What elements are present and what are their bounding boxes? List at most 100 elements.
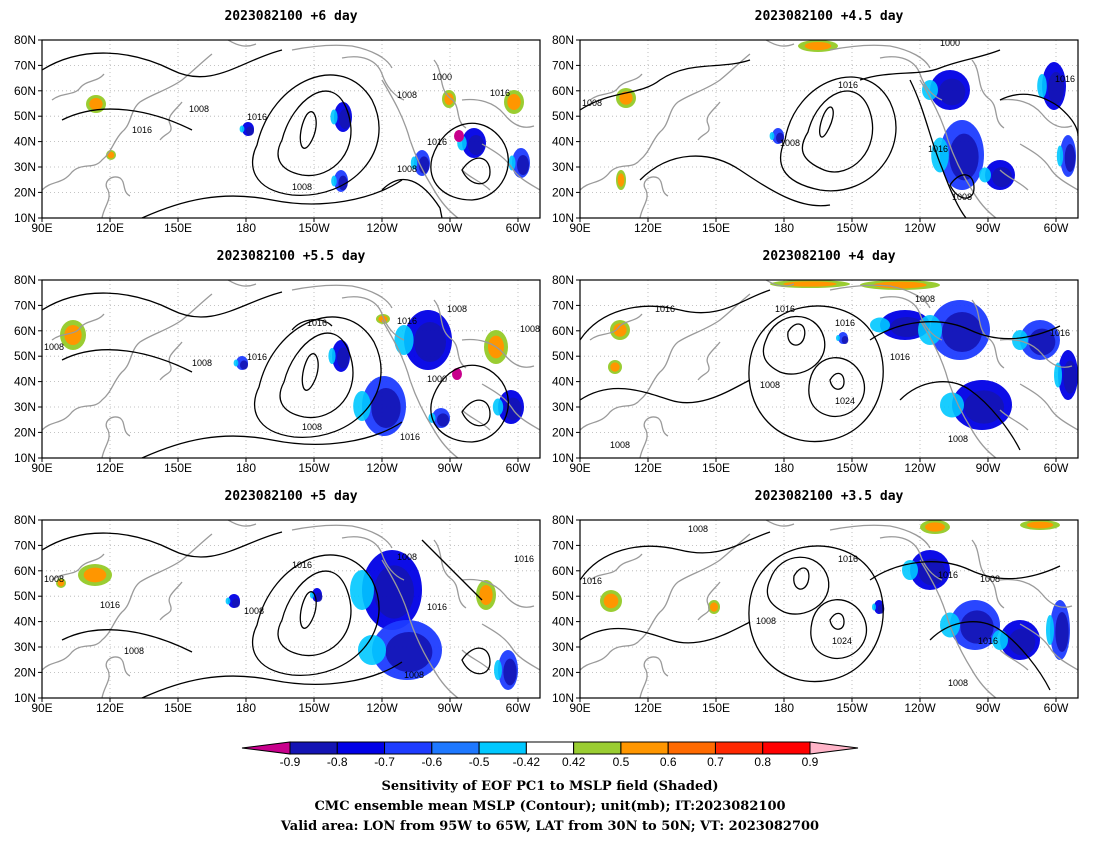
mslp-contour	[793, 567, 810, 590]
coastline	[227, 280, 257, 287]
panel-3.5-day: 2023082100 +3.5 day 1008 1016 1016 1008 1024…	[552, 489, 1079, 715]
coastline	[1019, 143, 1078, 191]
mslp-contour	[253, 316, 382, 438]
lat-tick-label: 40N	[14, 135, 36, 149]
lon-tick-label: 60W	[506, 461, 531, 475]
coastline	[461, 409, 491, 431]
colorbar-swatch	[431, 741, 480, 755]
coastline	[381, 319, 459, 458]
mslp-contour	[299, 111, 317, 149]
lat-tick-label: 20N	[14, 425, 36, 439]
negative-sensitivity-core	[776, 132, 784, 144]
negative-sensitivity-core	[232, 598, 240, 608]
lat-tick-label: 10N	[552, 691, 574, 705]
coastline	[227, 40, 257, 47]
coastline	[159, 581, 183, 621]
caption-line-1: Sensitivity of EOF PC1 to MSLP field (Sh…	[381, 779, 718, 794]
mslp-contour	[899, 381, 1021, 451]
contour-label: 1000	[940, 38, 960, 48]
negative-sensitivity-edge	[940, 392, 964, 418]
contour-label: 1024	[832, 636, 852, 646]
contour-label: 1008	[404, 670, 424, 680]
colorbar-label: 0.8	[754, 755, 771, 769]
negative-sensitivity-core	[503, 658, 517, 686]
lon-tick-label: 150W	[298, 701, 330, 715]
lat-tick-label: 20N	[552, 185, 574, 199]
negative-sensitivity-core	[246, 126, 254, 136]
coastline	[697, 581, 721, 621]
mslp-contour	[291, 319, 333, 331]
contour-label: 1000	[432, 72, 452, 82]
lat-tick-label: 70N	[14, 538, 36, 552]
negative-sensitivity-core	[1064, 144, 1076, 172]
negative-sensitivity-edge	[350, 570, 374, 610]
colorbar-swatch	[478, 741, 527, 755]
lat-tick-label: 10N	[14, 451, 36, 465]
contour-label: 1016	[247, 112, 267, 122]
coastline	[999, 649, 1029, 671]
mslp-contour	[829, 612, 845, 630]
coastline	[697, 101, 721, 141]
contour-label: 1008	[520, 324, 540, 334]
lat-tick-label: 30N	[552, 160, 574, 174]
positive-sensitivity-core	[89, 98, 103, 110]
lon-tick-label: 120W	[366, 461, 398, 475]
negative-sensitivity-core	[960, 610, 994, 644]
coastline	[51, 553, 105, 581]
contour-label: 1016	[838, 80, 858, 90]
mslp-contour	[999, 93, 1078, 137]
positive-sensitivity-core	[619, 91, 633, 105]
contour-label: 1008	[780, 138, 800, 148]
colorbar-swatch	[714, 741, 764, 755]
contour-label: 1008	[760, 380, 780, 390]
map-frame	[41, 279, 541, 459]
colorbar-label: -0.7	[374, 755, 395, 769]
mslp-contour	[762, 315, 826, 375]
lat-tick-label: 10N	[14, 691, 36, 705]
coastline	[971, 59, 1005, 129]
coastline	[291, 524, 393, 549]
contour-label: 1016	[490, 88, 510, 98]
contour-label: 1008	[582, 98, 602, 108]
coastline	[101, 656, 131, 698]
mslp-contour	[580, 289, 771, 341]
negative-sensitivity-edge	[492, 398, 504, 416]
lon-tick-label: 180	[236, 221, 256, 235]
negative-sensitivity-edge	[1056, 145, 1064, 167]
lat-tick-label: 30N	[552, 640, 574, 654]
positive-sensitivity-core	[617, 173, 625, 187]
positive-sensitivity-core	[64, 325, 82, 345]
contour-label: 1016	[247, 352, 267, 362]
lon-tick-label: 150W	[298, 221, 330, 235]
lon-tick-label: 90E	[31, 221, 52, 235]
contour-label: 1016	[890, 352, 910, 362]
colorbar-label: -0.6	[421, 755, 442, 769]
lon-tick-label: 60W	[506, 701, 531, 715]
negative-sensitivity-edge	[239, 125, 245, 133]
coastline	[580, 293, 751, 431]
coastline	[971, 299, 1005, 369]
negative-sensitivity-core	[841, 336, 849, 344]
strong-negative-sensitivity	[452, 368, 462, 380]
lat-tick-label: 60N	[14, 324, 36, 338]
coastline	[879, 296, 943, 341]
positive-sensitivity-core	[610, 362, 620, 372]
negative-sensitivity-edge	[330, 109, 338, 125]
contour-label: 1000	[427, 374, 447, 384]
coastline	[51, 73, 105, 101]
negative-sensitivity-core	[890, 317, 924, 337]
panel-4-day: 2023082100 +4 day 1016 1016 1016 1008 1024 10…	[552, 249, 1079, 475]
mslp-contour	[801, 90, 874, 173]
colorbar-high-arrow	[809, 741, 859, 755]
contour-label: 1008	[397, 90, 417, 100]
negative-sensitivity-core	[1008, 628, 1036, 656]
coastline	[341, 296, 405, 341]
coastline	[101, 176, 131, 218]
negative-sensitivity-core	[1063, 360, 1077, 394]
lon-tick-label: 150E	[702, 221, 730, 235]
mslp-contour	[810, 599, 867, 660]
contour-label: 1016	[400, 432, 420, 442]
positive-sensitivity-core	[710, 602, 718, 612]
negative-sensitivity-edge	[410, 156, 418, 170]
